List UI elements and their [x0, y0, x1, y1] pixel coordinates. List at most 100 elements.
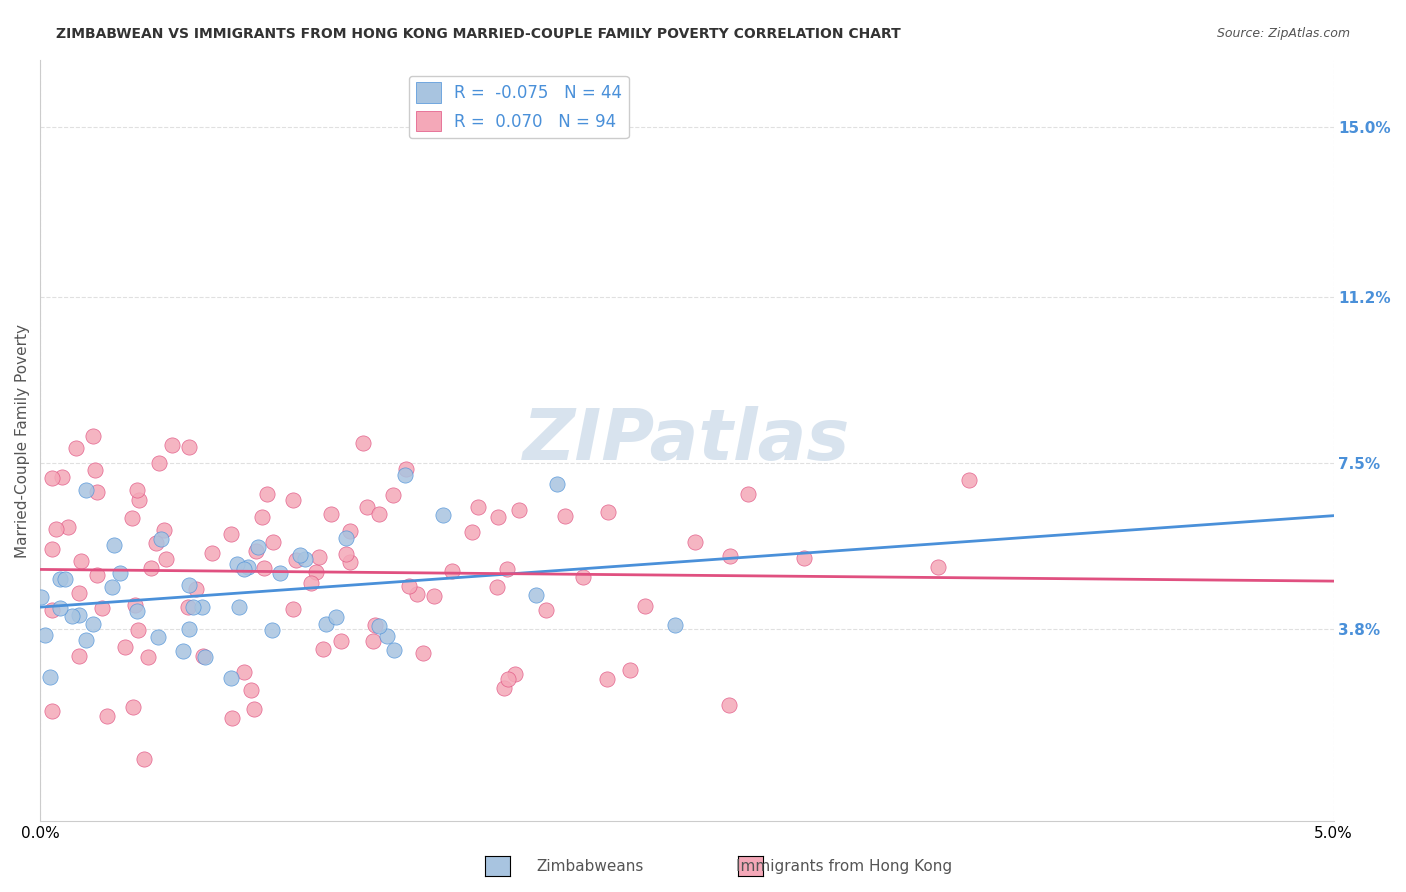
- Point: [86, 567, 108, 582]
- Point: [737, 487, 759, 501]
- Point: [288, 548, 311, 562]
- Point: [572, 570, 595, 584]
- Point: [45, 522, 67, 536]
- Point: [508, 503, 530, 517]
- Point: [488, 510, 510, 524]
- Point: [96, 709, 118, 723]
- Point: [41, 603, 63, 617]
- Point: [262, 624, 284, 638]
- Text: Source: ZipAtlas.com: Source: ZipAtlas.com: [1216, 27, 1350, 40]
- Point: [299, 576, 322, 591]
- Point: [181, 600, 204, 615]
- Point: [492, 681, 515, 695]
- Point: [128, 493, 150, 508]
- Point: [191, 599, 214, 614]
- Point: [285, 553, 308, 567]
- Point: [250, 509, 273, 524]
- Point: [84, 463, 107, 477]
- Point: [86, 484, 108, 499]
- Point: [245, 544, 267, 558]
- Point: [228, 599, 250, 614]
- Point: [718, 549, 741, 563]
- Point: [49, 600, 72, 615]
- Point: [41, 704, 63, 718]
- Point: [461, 524, 484, 539]
- Point: [554, 508, 576, 523]
- Point: [30, 590, 52, 604]
- Point: [132, 752, 155, 766]
- Point: [356, 500, 378, 514]
- Point: [221, 710, 243, 724]
- Point: [335, 547, 357, 561]
- Point: [339, 555, 361, 569]
- Point: [423, 590, 446, 604]
- Point: [335, 531, 357, 545]
- Point: [75, 483, 97, 498]
- Point: [177, 440, 200, 454]
- Point: [524, 588, 547, 602]
- Point: [108, 566, 131, 581]
- Point: [239, 682, 262, 697]
- Point: [717, 698, 740, 712]
- Point: [148, 630, 170, 644]
- Point: [503, 667, 526, 681]
- Point: [305, 566, 328, 580]
- Point: [319, 508, 342, 522]
- Point: [957, 473, 980, 487]
- Point: [398, 579, 420, 593]
- Point: [256, 487, 278, 501]
- Point: [124, 599, 146, 613]
- Point: [179, 622, 201, 636]
- Point: [114, 640, 136, 655]
- Point: [127, 604, 149, 618]
- Text: Immigrants from Hong Kong: Immigrants from Hong Kong: [735, 859, 952, 874]
- Point: [82, 429, 104, 443]
- Point: [339, 524, 361, 538]
- Point: [160, 438, 183, 452]
- Point: [432, 508, 454, 523]
- Point: [394, 468, 416, 483]
- Point: [34, 628, 56, 642]
- Text: ZIPatlas: ZIPatlas: [523, 406, 851, 475]
- Point: [598, 505, 620, 519]
- Legend: R =  -0.075   N = 44, R =  0.070   N = 94: R = -0.075 N = 44, R = 0.070 N = 94: [409, 76, 628, 138]
- Y-axis label: Married-Couple Family Poverty: Married-Couple Family Poverty: [15, 324, 30, 558]
- Point: [352, 436, 374, 450]
- Point: [41, 541, 63, 556]
- Point: [262, 534, 284, 549]
- Point: [312, 641, 335, 656]
- Point: [122, 700, 145, 714]
- Point: [121, 510, 143, 524]
- Point: [496, 562, 519, 576]
- Point: [238, 560, 260, 574]
- Point: [39, 670, 62, 684]
- Point: [498, 673, 520, 687]
- Point: [793, 551, 815, 566]
- Point: [55, 572, 77, 586]
- Point: [127, 623, 149, 637]
- Point: [368, 508, 391, 522]
- Point: [193, 648, 215, 663]
- Point: [619, 663, 641, 677]
- Point: [406, 587, 429, 601]
- Point: [534, 603, 557, 617]
- Point: [67, 607, 90, 622]
- Point: [150, 532, 173, 546]
- Point: [382, 643, 405, 657]
- Point: [90, 601, 112, 615]
- Point: [60, 609, 83, 624]
- Point: [67, 586, 90, 600]
- Point: [177, 599, 200, 614]
- Point: [233, 562, 256, 576]
- Point: [485, 581, 508, 595]
- Point: [325, 610, 347, 624]
- Point: [367, 619, 389, 633]
- Point: [283, 492, 305, 507]
- Point: [308, 549, 330, 564]
- Point: [41, 470, 63, 484]
- Point: [172, 644, 194, 658]
- Point: [177, 578, 200, 592]
- Point: [139, 561, 162, 575]
- Point: [153, 523, 176, 537]
- Point: [440, 564, 463, 578]
